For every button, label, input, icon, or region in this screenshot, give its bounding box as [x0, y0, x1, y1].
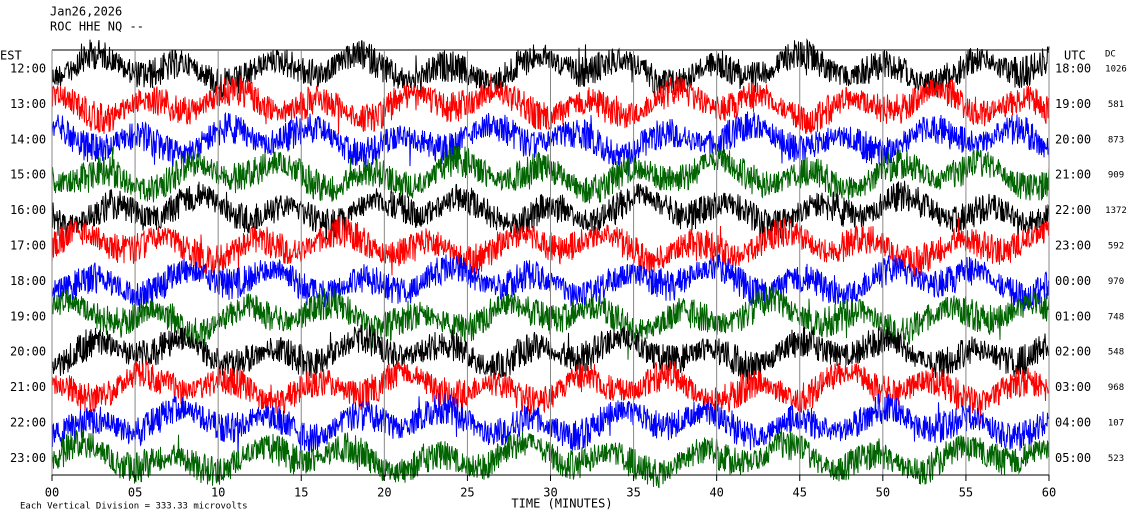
- utc-label: 02:00: [1055, 345, 1091, 359]
- x-tick-label: 05: [128, 486, 142, 500]
- est-label: 21:00: [10, 380, 46, 394]
- est-label: 15:00: [10, 168, 46, 182]
- dc-label: DC: [1105, 50, 1116, 60]
- utc-label: 21:00: [1055, 168, 1091, 182]
- x-axis-title: TIME (MINUTES): [511, 497, 612, 511]
- dc-value: 581: [1108, 100, 1124, 110]
- label-bg: [8, 345, 50, 360]
- x-tick-label: 40: [709, 486, 723, 500]
- est-label: 19:00: [10, 309, 46, 323]
- utc-label: 22:00: [1055, 203, 1091, 217]
- label-bg: [8, 239, 50, 253]
- dc-value: 107: [1108, 419, 1124, 429]
- x-tick-label: 35: [626, 486, 640, 500]
- dc-value: 909: [1108, 171, 1124, 181]
- est-label: 14:00: [10, 132, 46, 146]
- est-label: 12:00: [10, 62, 46, 76]
- station: ROC HHE NQ --: [50, 20, 144, 34]
- label-bg: [8, 132, 50, 147]
- utc-label: 18:00: [1055, 62, 1091, 76]
- dc-value: 968: [1108, 383, 1124, 393]
- dc-value: 1372: [1105, 206, 1127, 216]
- x-tick-label: 00: [45, 486, 59, 500]
- label-bg: [8, 380, 50, 395]
- est-label: 22:00: [10, 416, 46, 430]
- x-tick-label: 60: [1042, 486, 1056, 500]
- dc-value: 592: [1108, 242, 1124, 252]
- utc-label: 01:00: [1055, 309, 1091, 323]
- label-bg: [8, 168, 50, 183]
- x-tick-label: 20: [377, 486, 391, 500]
- x-tick-label: 45: [793, 486, 807, 500]
- x-tick-label: 55: [959, 486, 973, 500]
- utc-label: 19:00: [1055, 97, 1091, 111]
- est-label: 17:00: [10, 239, 46, 253]
- utc-label: 04:00: [1055, 416, 1091, 430]
- dc-value: 970: [1108, 277, 1124, 287]
- est-label: 18:00: [10, 274, 46, 288]
- x-tick-label: 50: [876, 486, 890, 500]
- utc-label: 23:00: [1055, 239, 1091, 253]
- x-tick-label: 15: [294, 486, 308, 500]
- x-tick-label: 25: [460, 486, 474, 500]
- utc-label: 03:00: [1055, 380, 1091, 394]
- dc-value: 748: [1108, 312, 1124, 322]
- right-axis-label: UTC: [1064, 49, 1086, 63]
- dc-value: 1026: [1105, 65, 1127, 75]
- left-axis-label: EST: [0, 49, 22, 63]
- x-tick-label: 30: [543, 486, 557, 500]
- label-bg: [8, 274, 50, 289]
- date: Jan26,2026: [50, 5, 122, 19]
- label-bg: [8, 451, 50, 466]
- est-label: 20:00: [10, 345, 46, 359]
- est-label: 13:00: [10, 97, 46, 111]
- x-tick-label: 10: [211, 486, 225, 500]
- label-bg: [8, 62, 50, 76]
- label-bg: [8, 203, 50, 218]
- utc-label: 20:00: [1055, 132, 1091, 146]
- dc-value: 873: [1108, 135, 1124, 145]
- utc-label: 05:00: [1055, 451, 1091, 465]
- est-label: 16:00: [10, 203, 46, 217]
- dc-value: 523: [1108, 454, 1124, 464]
- utc-label: 00:00: [1055, 274, 1091, 288]
- label-bg: [8, 97, 50, 112]
- scale-note: Each Vertical Division = 333.33 microvol…: [20, 502, 248, 512]
- label-bg: [8, 416, 50, 430]
- est-label: 23:00: [10, 451, 46, 465]
- dc-value: 548: [1108, 348, 1124, 358]
- label-bg: [8, 309, 50, 324]
